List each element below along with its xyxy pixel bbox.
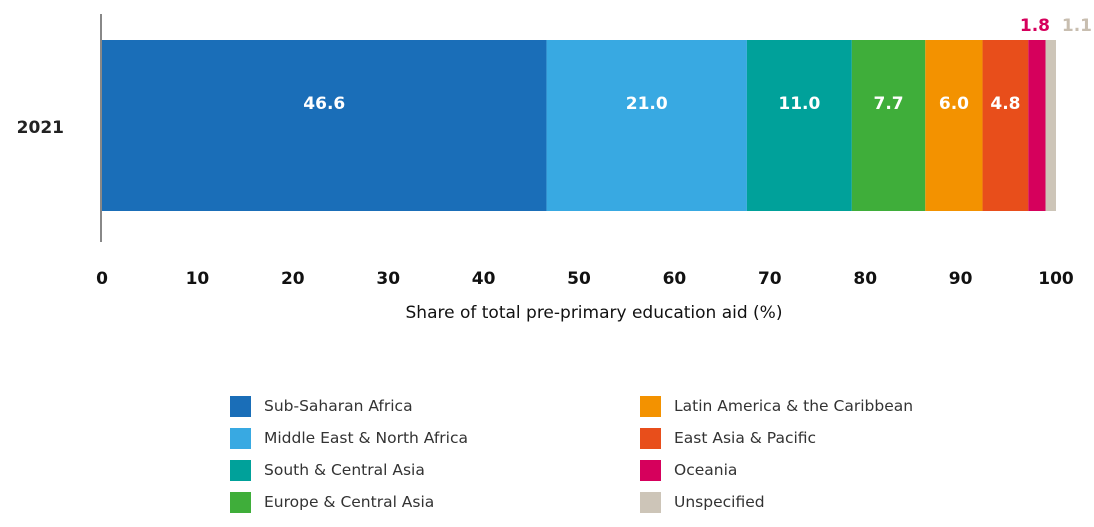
data-label-middle-east-and-north-africa: 21.0 (626, 94, 668, 114)
data-label-oceania: 1.8 (1020, 16, 1050, 36)
legend-label: Latin America & the Caribbean (674, 397, 914, 415)
legend-item-europe-and-central-asia: Europe & Central Asia (230, 491, 434, 513)
legend-swatch (230, 491, 251, 513)
x-tick-label: 80 (853, 269, 877, 289)
legend-label: South & Central Asia (264, 461, 425, 479)
legend-item-oceania: Oceania (640, 459, 737, 481)
legend-label: Unspecified (674, 493, 765, 511)
x-axis-title: Share of total pre-primary education aid… (406, 303, 783, 323)
legend-item-unspecified: Unspecified (640, 491, 765, 513)
legend-swatch (230, 395, 251, 417)
bar-segment-sub-saharan-africa (102, 40, 547, 211)
bars-group (102, 40, 1056, 211)
bar-segment-unspecified (1045, 40, 1056, 211)
x-tick-label: 20 (281, 269, 305, 289)
x-tick-label: 60 (663, 269, 687, 289)
bar-labels-group: 46.6 21.0 11.0 7.7 6.0 4.8 1.8 1.1 (303, 16, 1092, 114)
bar-segment-latin-america-and-the-caribbean (925, 40, 983, 211)
data-label-sub-saharan-africa: 46.6 (303, 94, 345, 114)
legend-swatch (640, 459, 661, 481)
legend-label: East Asia & Pacific (674, 429, 817, 447)
data-label-unspecified: 1.1 (1062, 16, 1092, 36)
bar-segment-south-and-central-asia (746, 40, 852, 211)
legend-item-latin-america-and-the-caribbean: Latin America & the Caribbean (640, 395, 913, 417)
legend-swatch (640, 427, 661, 449)
x-tick-labels-group: 0 10 20 30 40 50 60 70 80 90 100 (96, 269, 1074, 289)
bar-segment-oceania (1028, 40, 1046, 211)
legend: Sub-Saharan Africa Middle East & North Af… (230, 395, 990, 525)
bar-segment-middle-east-and-north-africa (546, 40, 747, 211)
legend-label: Middle East & North Africa (264, 429, 468, 447)
data-label-europe-and-central-asia: 7.7 (874, 94, 904, 114)
legend-swatch (640, 395, 661, 417)
data-label-east-asia-and-pacific: 4.8 (990, 94, 1020, 114)
category-label: 2021 (17, 118, 64, 138)
x-tick-label: 30 (376, 269, 400, 289)
data-label-latin-america-and-the-caribbean: 6.0 (939, 94, 969, 114)
legend-item-south-and-central-asia: South & Central Asia (230, 459, 425, 481)
x-tick-label: 70 (758, 269, 782, 289)
legend-item-east-asia-and-pacific: East Asia & Pacific (640, 427, 816, 449)
bar-segment-east-asia-and-pacific (982, 40, 1029, 211)
legend-label: Sub-Saharan Africa (264, 397, 413, 415)
x-tick-label: 10 (186, 269, 210, 289)
legend-item-middle-east-and-north-africa: Middle East & North Africa (230, 427, 468, 449)
x-tick-label: 100 (1038, 269, 1074, 289)
x-tick-label: 0 (96, 269, 108, 289)
x-tick-label: 40 (472, 269, 496, 289)
bar-segment-europe-and-central-asia (851, 40, 926, 211)
x-tick-label: 50 (567, 269, 591, 289)
legend-swatch (230, 459, 251, 481)
data-label-south-and-central-asia: 11.0 (778, 94, 820, 114)
legend-label: Europe & Central Asia (264, 493, 435, 511)
legend-swatch (230, 427, 251, 449)
legend-swatch (640, 491, 661, 513)
x-tick-label: 90 (949, 269, 973, 289)
legend-label: Oceania (674, 461, 738, 479)
legend-item-sub-saharan-africa: Sub-Saharan Africa (230, 395, 413, 417)
